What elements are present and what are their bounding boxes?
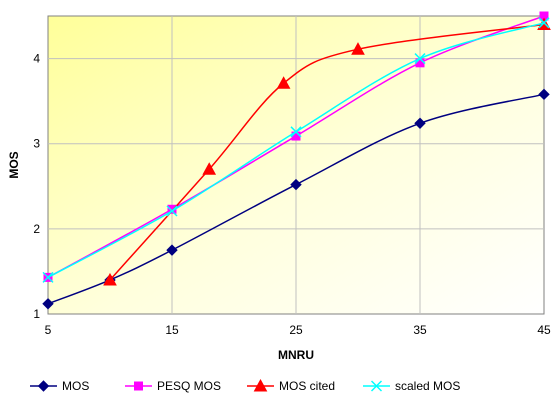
legend-label-scaled-mos: scaled MOS: [395, 379, 460, 393]
legend-label-mos-cited: MOS cited: [279, 379, 335, 393]
point-scaled-mos: [538, 17, 550, 29]
legend-marker-scaled-mos-stroke: [370, 380, 383, 392]
point-scaled-mos-stroke: [290, 126, 302, 138]
point-scaled-mos-stroke: [414, 53, 426, 65]
legend-label-pesq-mos: PESQ MOS: [157, 379, 221, 393]
point-mos-cited: [202, 162, 217, 175]
legend-marker-mos: [37, 380, 50, 392]
y-axis-title: MOS: [7, 151, 21, 178]
legend-marker-scaled-mos: [370, 380, 383, 392]
point-mos: [414, 117, 426, 129]
legend-marker-mos-cited: [253, 378, 268, 392]
x-tick-label: 35: [413, 323, 427, 337]
point-mos-cited: [103, 272, 117, 286]
point-mos-cited: [351, 42, 365, 55]
y-tick-label: 2: [33, 222, 40, 236]
y-tick-label: 3: [33, 137, 40, 151]
legend-marker-pesq-mos: [134, 381, 143, 391]
point-scaled-mos: [166, 205, 178, 217]
point-scaled-mos-stroke: [538, 17, 550, 29]
legend-label-mos: MOS: [62, 379, 89, 393]
point-mos: [166, 244, 178, 256]
y-tick-label: 1: [33, 307, 40, 321]
point-mos-cited: [276, 76, 291, 89]
point-scaled-mos: [290, 126, 302, 138]
tick-labels: 5 15 25 35 45 1 2 3 4: [33, 52, 551, 337]
point-scaled-mos: [42, 271, 54, 283]
point-scaled-mos: [414, 53, 426, 65]
point-mos: [538, 88, 550, 101]
y-tick-label: 4: [33, 52, 40, 66]
series-layer: [42, 11, 551, 310]
grid: [48, 16, 544, 314]
x-tick-label: 25: [289, 323, 303, 337]
point-scaled-mos-stroke: [166, 205, 178, 217]
point-mos: [290, 178, 302, 191]
x-axis-title: MNRU: [278, 348, 314, 362]
x-tick-label: 5: [45, 323, 52, 337]
legend: MOS PESQ MOS MOS cited scaled MOS: [30, 378, 460, 393]
x-tick-label: 45: [537, 323, 551, 337]
x-tick-label: 15: [165, 323, 179, 337]
point-mos: [42, 298, 54, 310]
point-scaled-mos-stroke: [42, 271, 54, 283]
